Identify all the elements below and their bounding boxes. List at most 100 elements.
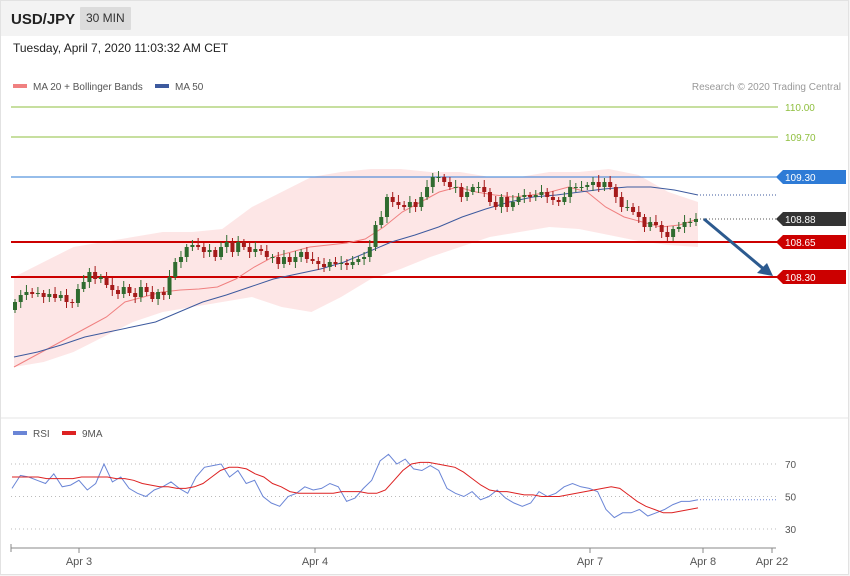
candle-body — [224, 242, 229, 247]
candle-body — [93, 272, 98, 279]
candle — [322, 258, 327, 272]
x-tick-label: Apr 7 — [577, 556, 603, 568]
candle-body — [327, 262, 332, 267]
resistance-price-tag — [776, 170, 846, 184]
candle-body — [590, 182, 595, 185]
candle-body — [184, 247, 189, 257]
x-tick-label: Apr 4 — [302, 556, 328, 568]
candle-body — [470, 187, 475, 192]
candle — [18, 290, 23, 308]
candle-body — [648, 222, 653, 227]
candle — [344, 259, 349, 270]
credit-text: Research © 2020 Trading Central — [692, 82, 841, 93]
candle — [156, 289, 161, 305]
candle-body — [167, 277, 172, 295]
candle — [178, 251, 183, 268]
candle-body — [276, 257, 281, 264]
candle-body — [110, 285, 115, 290]
candle-body — [499, 197, 504, 207]
candle — [413, 199, 418, 212]
candle — [625, 200, 630, 211]
candle — [590, 177, 595, 191]
rsi-legend: RSI 9MA — [13, 429, 103, 440]
candle — [236, 236, 241, 256]
resistance-price-label: 110.00 — [785, 103, 815, 114]
candle — [30, 288, 35, 298]
candle-body — [522, 195, 527, 197]
candle — [665, 226, 670, 242]
candle — [596, 175, 601, 192]
candle — [384, 194, 389, 223]
candle — [379, 211, 384, 228]
candle — [568, 180, 573, 203]
candle — [253, 242, 258, 257]
candle — [281, 250, 286, 268]
candle — [453, 180, 458, 193]
symbol-title: USD/JPY — [11, 11, 76, 28]
candle-body — [81, 282, 86, 289]
candle — [694, 213, 698, 226]
rsi-line — [11, 453, 699, 519]
candle-body — [482, 187, 487, 192]
candle — [528, 192, 533, 202]
candle — [682, 215, 687, 233]
candle — [98, 274, 103, 283]
candle-body — [402, 205, 407, 207]
candle-body — [407, 202, 412, 207]
candle-body — [75, 289, 80, 303]
candle — [522, 189, 527, 203]
candle — [579, 181, 584, 191]
candle-body — [516, 197, 521, 202]
support-price-label: 108.30 — [785, 273, 816, 284]
x-tick-label: Apr 22 — [756, 556, 788, 568]
candle — [127, 284, 132, 296]
candle — [447, 177, 452, 190]
candle — [493, 196, 498, 210]
candle-body — [196, 245, 201, 247]
candle — [425, 180, 430, 200]
candle — [407, 196, 412, 213]
candle — [356, 256, 361, 265]
candle — [316, 257, 321, 270]
resistance-price-label: 109.30 — [785, 173, 816, 184]
candle-body — [642, 217, 647, 227]
candle-body — [413, 202, 418, 207]
candle-body — [253, 249, 258, 252]
candle — [64, 289, 69, 308]
candle — [24, 285, 29, 300]
candle — [87, 268, 92, 288]
candle — [150, 286, 155, 302]
candle — [556, 197, 561, 206]
candle-body — [322, 264, 327, 267]
candle — [293, 251, 298, 268]
candle-body — [419, 197, 424, 207]
candle-body — [13, 302, 17, 310]
candle-body — [161, 292, 166, 295]
candle-body — [241, 242, 246, 247]
candle — [247, 242, 252, 258]
ma50-legend-label: MA 50 — [175, 82, 204, 93]
candle — [499, 194, 504, 213]
candle — [476, 182, 481, 193]
candle — [619, 192, 624, 212]
candle-body — [138, 287, 143, 297]
candle-body — [465, 192, 470, 197]
candle — [642, 214, 647, 232]
candle — [276, 252, 281, 269]
candle — [539, 185, 544, 198]
timeframe-button[interactable]: 30 MIN — [80, 7, 131, 30]
candle — [121, 281, 126, 298]
candle — [53, 287, 58, 302]
candle-body — [573, 187, 578, 188]
candle — [636, 206, 641, 223]
support-price-label: 108.65 — [785, 238, 816, 249]
candle-body — [150, 292, 155, 299]
candle — [161, 287, 166, 300]
candle-body — [425, 187, 430, 197]
candle — [70, 299, 75, 308]
candle — [196, 238, 201, 250]
candle — [47, 289, 52, 302]
candle-body — [41, 293, 46, 297]
candle — [133, 288, 138, 303]
